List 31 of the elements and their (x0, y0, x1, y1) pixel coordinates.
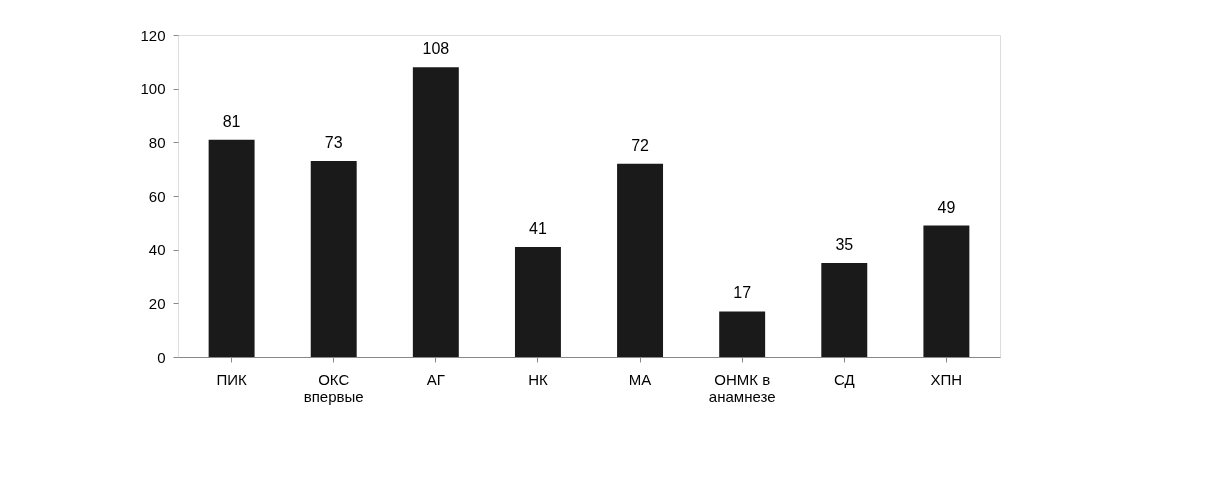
data-label: 49 (937, 198, 956, 216)
data-label: 41 (529, 219, 547, 237)
y-tick-label: 20 (148, 294, 166, 312)
y-tick-label: 80 (148, 133, 166, 151)
data-label: 108 (422, 40, 450, 58)
data-label: 72 (631, 136, 650, 154)
y-tick-label: 120 (140, 26, 166, 44)
bar (412, 67, 459, 357)
x-tick-label: ОКС впервые (303, 370, 364, 405)
bar (310, 161, 357, 357)
y-tick-label: 40 (148, 241, 166, 259)
y-tick-label: 100 (140, 80, 166, 98)
bar (208, 139, 255, 357)
x-tick-label: НК (528, 370, 548, 388)
x-tick-label: МА (628, 370, 652, 388)
bar (821, 263, 868, 357)
data-label: 81 (222, 112, 241, 130)
bar (719, 311, 766, 357)
x-tick-label: ОНМК в анамнезе (708, 370, 776, 405)
bar (617, 163, 664, 357)
x-tick-label: СД (833, 370, 855, 388)
x-tick-label: АГ (426, 370, 445, 388)
y-tick-label: 60 (148, 187, 166, 205)
data-label: 17 (733, 284, 752, 302)
data-label: 73 (324, 134, 343, 152)
y-tick-label: 0 (157, 348, 166, 366)
bar (923, 225, 970, 357)
x-tick-label: ПИК (216, 370, 248, 388)
x-tick-label: ХПН (930, 370, 963, 388)
bar (514, 246, 561, 357)
data-label: 35 (835, 236, 854, 254)
